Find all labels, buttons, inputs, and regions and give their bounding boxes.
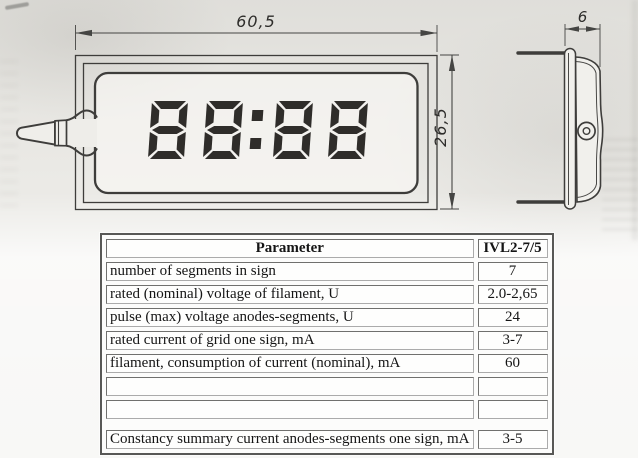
arrowhead — [75, 29, 92, 37]
table-spacer-row — [106, 423, 548, 426]
value-cell: 60 — [477, 354, 548, 373]
exhaust-tip-flare-top — [66, 109, 98, 122]
width-dimension-label: 60,5 — [236, 12, 276, 31]
table-row — [106, 400, 548, 419]
height-dimension-label: 26,5 — [431, 107, 450, 147]
dimension-height — [440, 54, 459, 210]
param-cell — [106, 400, 474, 419]
param-cell: rated (nominal) voltage of filament, U — [106, 285, 474, 304]
table-header-row: Parameter IVL2-7/5 — [106, 239, 548, 258]
exhaust-tip-bullet — [15, 120, 56, 146]
dimension-depth — [564, 24, 601, 67]
value-cell: 3-7 — [477, 331, 548, 350]
seven-segment-display — [148, 101, 368, 159]
param-cell: Constancy summary current anodes-segment… — [106, 430, 474, 449]
depth-dimension-label: 6 — [578, 8, 589, 26]
value-cell: 3-5 — [477, 430, 548, 449]
table-row: filament, consumption of current (nomina… — [106, 354, 548, 373]
table-row: rated current of grid one sign, mA 3-7 — [106, 331, 548, 350]
exhaust-tip-flare-bottom — [66, 144, 98, 157]
arrowhead — [420, 29, 437, 37]
dimension-width — [75, 25, 438, 52]
param-cell: rated current of grid one sign, mA — [106, 331, 474, 350]
param-cell: pulse (max) voltage anodes-segments, U — [106, 308, 474, 327]
table-row — [106, 377, 548, 396]
exhaust-port-circle — [577, 121, 596, 141]
parameter-column-header: Parameter — [106, 239, 474, 258]
exhaust-tip — [15, 109, 98, 157]
exhaust-port-center — [582, 126, 591, 135]
arrowhead — [565, 26, 579, 32]
arrowhead — [586, 26, 600, 32]
front-view-drawing — [74, 54, 438, 211]
tube-face-bar — [563, 47, 577, 210]
value-cell: 7 — [477, 262, 548, 281]
model-column-header: IVL2-7/5 — [477, 239, 548, 258]
technical-drawing: 60,5 26,5 6 — [15, 8, 604, 211]
param-cell: filament, consumption of current (nomina… — [106, 354, 474, 373]
display-digit — [273, 101, 313, 159]
param-cell — [106, 377, 474, 396]
param-cell: number of segments in sign — [106, 262, 474, 281]
specification-table: Parameter IVL2-7/5 number of segments in… — [100, 233, 554, 455]
value-cell — [477, 400, 548, 419]
table-row: Constancy summary current anodes-segment… — [106, 430, 548, 449]
display-colon — [249, 110, 264, 149]
display-digit — [328, 101, 368, 159]
display-glass-window — [93, 71, 419, 195]
side-view-drawing — [516, 47, 604, 210]
table-row: rated (nominal) voltage of filament, U 2.… — [106, 285, 548, 304]
table-row: pulse (max) voltage anodes-segments, U 24 — [106, 308, 548, 327]
display-digit — [203, 101, 243, 159]
tube-envelope-inner-line — [575, 61, 599, 198]
arrowhead — [448, 55, 456, 71]
value-cell: 2.0-2,65 — [477, 285, 548, 304]
display-digit — [148, 101, 188, 159]
table-row: number of segments in sign 7 — [106, 262, 548, 281]
value-cell: 24 — [477, 308, 548, 327]
specification-table-wrap: Parameter IVL2-7/5 number of segments in… — [100, 233, 554, 455]
exhaust-tip-band — [54, 119, 68, 147]
value-cell — [477, 377, 548, 396]
arrowhead — [448, 193, 456, 209]
